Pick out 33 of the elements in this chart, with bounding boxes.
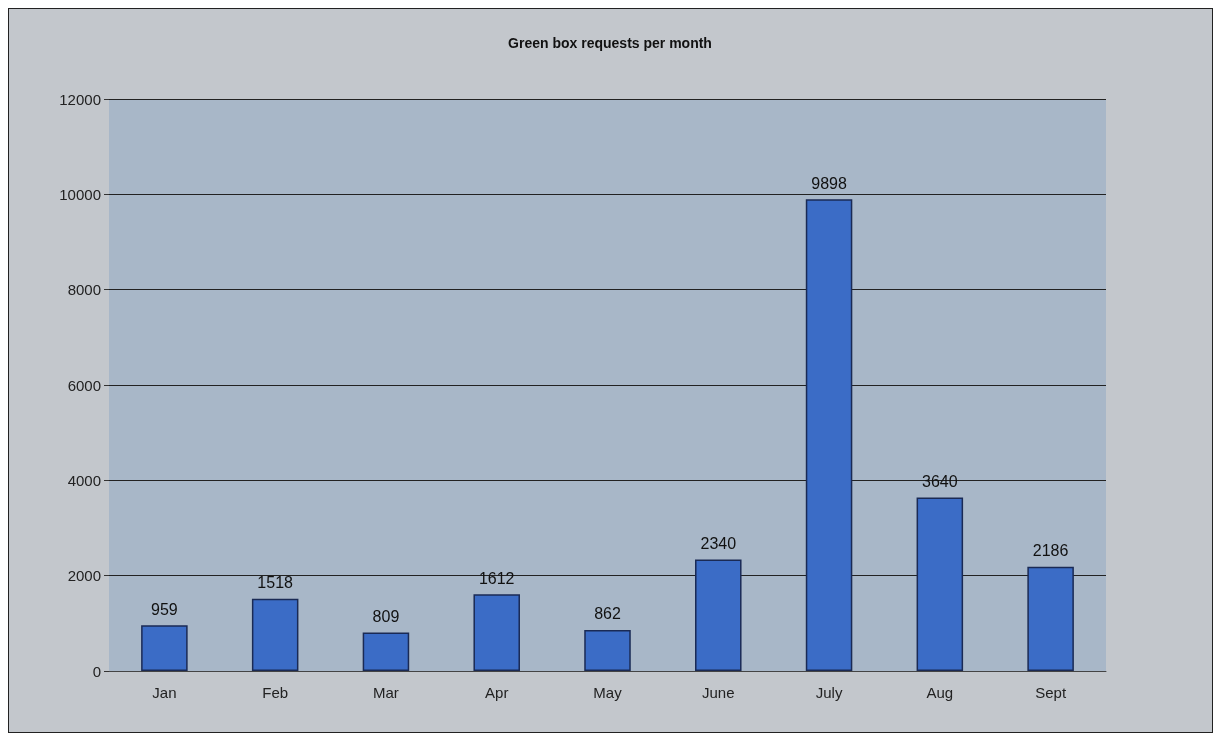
y-tick-label: 2000 [67, 567, 101, 585]
x-tick-label: Feb [262, 684, 289, 701]
bar [141, 625, 188, 671]
bar [805, 199, 853, 671]
x-tick-label: Apr [485, 684, 509, 701]
bar [1027, 566, 1074, 671]
bar [695, 559, 742, 671]
bar [362, 632, 410, 671]
x-tick-label: July [815, 684, 843, 701]
data-label: 1518 [257, 574, 294, 592]
data-label: 9898 [811, 174, 847, 192]
bar [473, 594, 520, 671]
y-tick-label: 12000 [59, 90, 101, 108]
data-label: 862 [594, 605, 621, 623]
x-tick-label: Mar [373, 684, 399, 701]
x-tick-label: Aug [926, 684, 954, 701]
y-tick-label: 4000 [67, 471, 101, 489]
data-label: 809 [372, 607, 400, 625]
y-tick-label: 10000 [59, 185, 101, 203]
chart-title: Green box requests per month [508, 35, 712, 51]
bar [916, 497, 964, 671]
y-tick-label: 0 [92, 662, 101, 680]
x-tick-label: June [702, 684, 735, 701]
y-tick-label: 8000 [67, 281, 101, 299]
x-tick-label: May [593, 684, 623, 701]
bar [251, 598, 299, 671]
y-tick-label: 6000 [67, 376, 101, 394]
data-label: 2186 [1032, 542, 1069, 560]
x-tick-label: Jan [152, 684, 177, 701]
data-label: 959 [151, 600, 178, 618]
data-label: 2340 [700, 534, 737, 552]
bar [584, 629, 631, 671]
x-tick-label: Sept [1035, 684, 1067, 701]
